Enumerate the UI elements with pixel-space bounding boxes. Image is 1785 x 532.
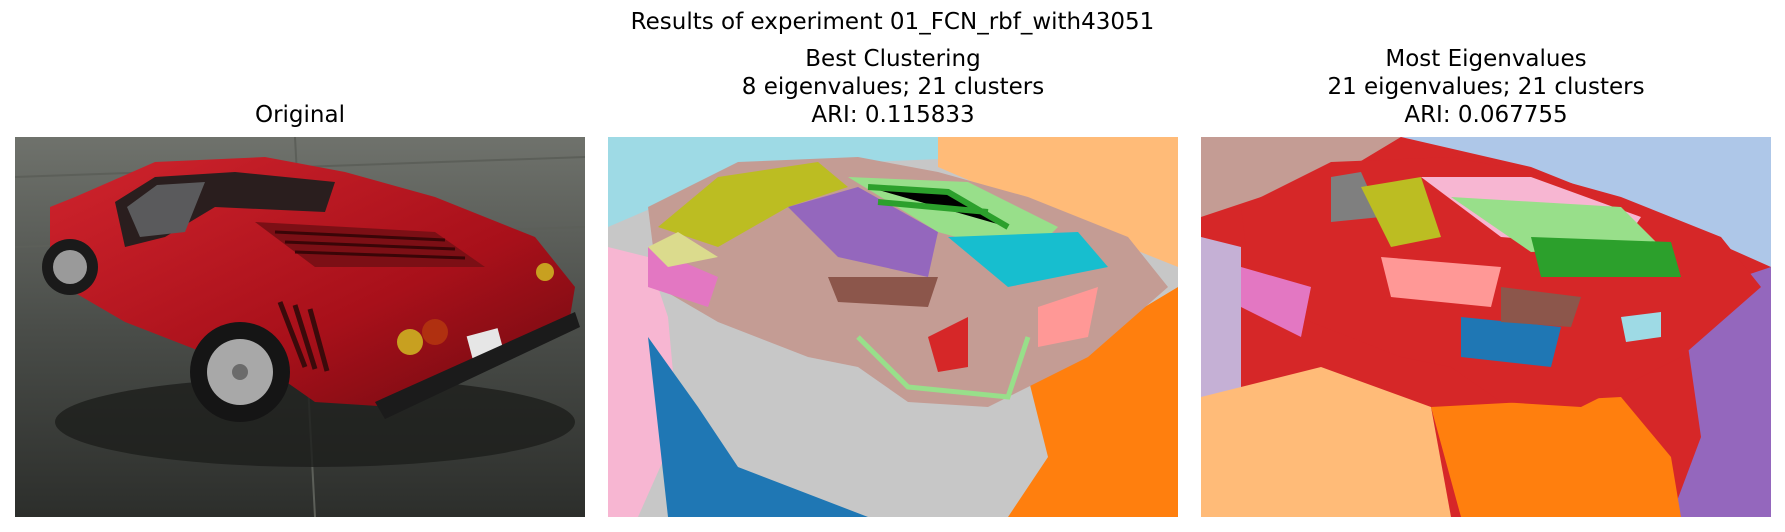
title-line: 21 eigenvalues; 21 clusters — [1327, 74, 1645, 100]
title-line: Original — [254, 102, 345, 128]
title-line: Most Eigenvalues — [1385, 46, 1587, 72]
title-line: ARI: 0.067755 — [1404, 102, 1568, 128]
best-clustering-image — [608, 137, 1178, 517]
most-eigenvalues-image — [1201, 137, 1771, 517]
title-line: 8 eigenvalues; 21 clusters — [741, 74, 1045, 100]
panel-title-best-clustering: Best Clustering 8 eigenvalues; 21 cluste… — [608, 45, 1178, 129]
best-clustering-svg — [608, 137, 1178, 517]
original-image-svg — [15, 137, 585, 517]
title-line: Best Clustering — [805, 46, 981, 72]
original-image — [15, 137, 585, 517]
panel-title-most-eigenvalues: Most Eigenvalues 21 eigenvalues; 21 clus… — [1201, 45, 1771, 129]
figure-suptitle: Results of experiment 01_FCN_rbf_with430… — [630, 9, 1155, 35]
most-eigenvalues-svg — [1201, 137, 1771, 517]
panel-title-original: Original — [15, 101, 585, 129]
title-line: ARI: 0.115833 — [811, 102, 975, 128]
